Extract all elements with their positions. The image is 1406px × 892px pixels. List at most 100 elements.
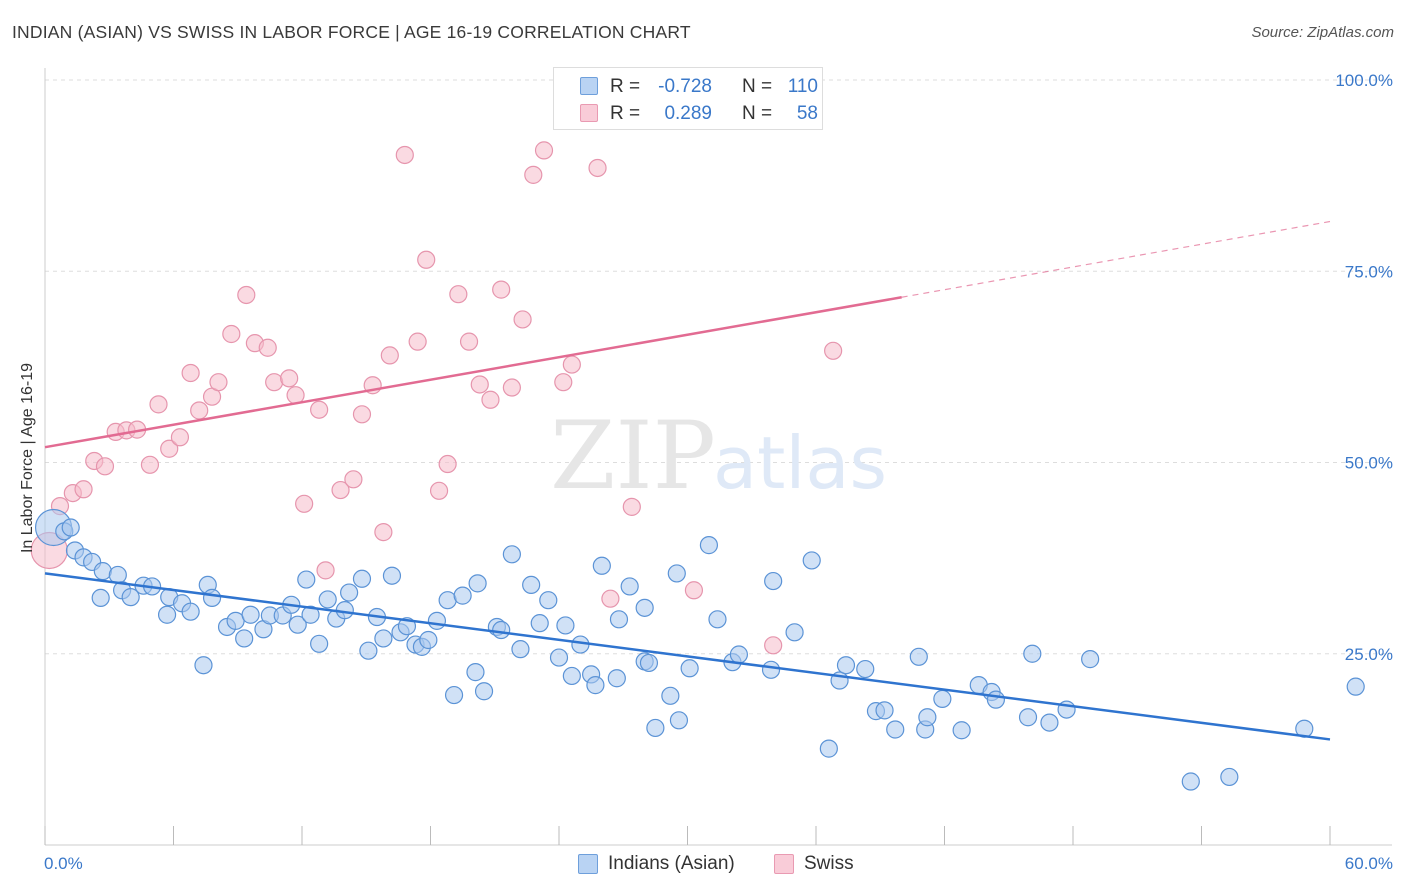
y-tick-label: 50.0% — [1345, 454, 1393, 473]
indians-asian-point — [1220, 767, 1239, 787]
indians-asian-point — [466, 663, 485, 682]
swiss-point — [310, 400, 329, 419]
indians-asian-point — [202, 588, 222, 608]
y-tick-label: 75.0% — [1345, 262, 1393, 281]
swiss-point — [492, 280, 511, 299]
axes — [44, 68, 1392, 846]
swiss-point — [764, 636, 783, 655]
indians-asian-point — [121, 588, 140, 607]
indians-asian-point — [522, 575, 541, 595]
indians-asian-point — [181, 602, 200, 621]
swiss-point — [316, 561, 335, 580]
swiss-point — [209, 373, 228, 392]
indians-asian-point — [635, 598, 654, 617]
tick-labels: 25.0% 50.0% 75.0% 100.0% 0.0% 60.0% — [44, 71, 1393, 873]
legend-label: Indians (Asian) — [608, 853, 735, 874]
swiss-point — [380, 346, 399, 365]
indians-asian-point — [288, 615, 307, 634]
indians-asian-point — [382, 566, 402, 585]
indians-asian-point — [586, 676, 605, 695]
indians-asian-point — [530, 614, 549, 633]
indians-asian-point — [620, 577, 639, 596]
indians-asian-point — [802, 551, 821, 570]
stats-box: R = -0.728 N = 110 R = 0.289 N = 58 — [553, 67, 823, 130]
indians-asian-point — [856, 659, 875, 679]
swiss-trend-extension — [901, 220, 1331, 298]
indians-asian-point — [708, 610, 727, 629]
indians-asian-point — [340, 583, 359, 602]
indians-asian-point — [986, 690, 1006, 709]
indians-asian-point — [933, 689, 952, 708]
indians-asian-point — [444, 685, 464, 705]
stats-r-value: 0.289 — [664, 103, 712, 124]
stats-n-label: N = — [742, 103, 773, 124]
indians-asian-point — [886, 720, 905, 739]
indians-asian-point — [785, 623, 804, 642]
indians-asian-point — [91, 588, 110, 608]
indians-asian-point — [502, 545, 521, 564]
indians-asian-point — [680, 659, 699, 678]
indians-asian-point — [61, 518, 80, 537]
indians-asian-point — [359, 641, 378, 660]
x-tick-label: 60.0% — [1345, 854, 1393, 873]
stats-r-label: R = — [610, 76, 641, 97]
swiss-point — [824, 341, 843, 360]
indians-asian-point — [909, 647, 928, 666]
swiss-point — [160, 439, 179, 458]
swiss-point — [74, 480, 93, 499]
indians-asian-point — [157, 605, 177, 624]
indians-asian-point — [667, 564, 686, 583]
y-axis-label: In Labor Force | Age 16-19 — [19, 362, 36, 554]
source-label: Source: ZipAtlas.com — [1251, 24, 1394, 41]
legend: Indians (Asian) Swiss — [0, 852, 1406, 876]
watermark-atlas: atlas — [713, 421, 887, 505]
y-tick-label: 100.0% — [1335, 71, 1393, 90]
swiss-point — [459, 332, 479, 351]
indians-asian-trend-line — [44, 572, 1331, 741]
swiss-point — [601, 589, 620, 608]
indians-asian-point — [562, 666, 581, 686]
indians-asian-point — [241, 605, 260, 624]
indians-asian-point — [93, 562, 112, 581]
swiss-point — [352, 405, 372, 424]
indians-asian-point — [1081, 650, 1100, 669]
indians-asian-point — [539, 591, 558, 610]
swiss-point — [417, 250, 436, 269]
indians-asian-point — [492, 620, 511, 640]
y-tick-label: 25.0% — [1345, 645, 1393, 664]
indians-asian-point — [468, 574, 487, 593]
swiss-point — [295, 494, 314, 513]
indians-asian-point — [474, 682, 494, 701]
indians-asian-point — [1181, 772, 1200, 791]
indians-asian-point — [318, 590, 337, 609]
swiss-point — [95, 457, 115, 476]
indians-asian-point — [1040, 713, 1059, 732]
indians-asian-point — [819, 739, 838, 758]
indians-asian-point — [646, 718, 665, 738]
indians-asian-point — [761, 660, 781, 679]
swiss-point — [534, 141, 554, 160]
swiss-point — [481, 390, 500, 409]
indians-asian-point — [639, 653, 659, 673]
indians-asian-point — [836, 656, 856, 675]
stats-n-value: 110 — [787, 76, 818, 97]
legend-swatch-blue — [578, 854, 598, 874]
swiss-point — [429, 481, 449, 500]
watermark-zip: ZIP — [550, 402, 716, 511]
swiss-point — [562, 355, 581, 374]
swiss-point — [237, 285, 256, 305]
swiss-point — [588, 158, 607, 178]
indians-asian-point — [592, 556, 611, 575]
indians-asian-point — [374, 629, 393, 648]
indians-asian-point — [1023, 644, 1042, 663]
indians-asian-point — [918, 708, 937, 727]
swiss-point — [408, 332, 427, 351]
indians-asian-point — [699, 536, 719, 555]
swiss-point — [374, 523, 393, 542]
indians-asian-point — [609, 610, 629, 629]
swiss-point — [190, 401, 209, 420]
swiss-point — [622, 497, 641, 516]
swiss-point — [449, 285, 468, 304]
indians-asian-point — [549, 648, 569, 667]
swiss-point — [222, 324, 241, 344]
